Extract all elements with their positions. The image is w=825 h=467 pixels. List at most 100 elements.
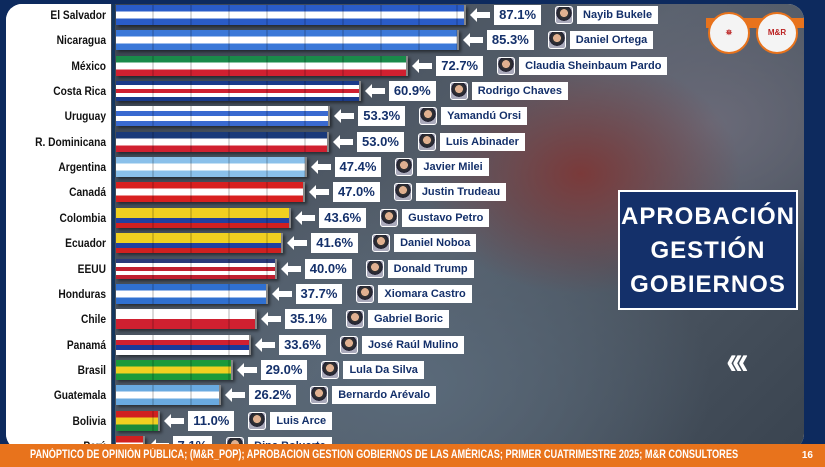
leader-name: Javier Milei <box>417 158 489 177</box>
leader-name: Yamandú Orsi <box>441 107 528 126</box>
leader-photo <box>248 411 267 430</box>
arrow-left-icon <box>310 160 331 175</box>
bar-row: EEUU 40.0% Donald Trump <box>6 258 804 280</box>
leader-photo <box>417 132 436 151</box>
bar-row: Argentina 47.4% Javier Milei <box>6 156 804 178</box>
leader-name: Xiomara Castro <box>378 284 472 303</box>
bar <box>116 182 305 203</box>
leader-name: José Raúl Mulino <box>361 335 465 354</box>
bar <box>116 233 284 254</box>
value-label: 72.7% <box>436 55 484 76</box>
leader-name: Nayib Bukele <box>577 6 659 24</box>
leader-name: Daniel Noboa <box>394 234 477 253</box>
leader-photo <box>395 158 414 177</box>
leader-photo <box>449 82 468 101</box>
value-label: 60.9% <box>388 81 436 102</box>
leader-name: Luis Arce <box>270 411 333 430</box>
country-label: EEUU <box>77 261 106 276</box>
bar <box>116 157 307 178</box>
leader-photo <box>380 208 399 227</box>
leader-name: Claudia Sheinbaum Pardo <box>519 56 668 75</box>
bar-row: Colombia 43.6% Gustavo Petro <box>6 207 804 229</box>
bar <box>116 106 331 127</box>
country-label: Argentina <box>58 160 106 175</box>
leader-name: Donald Trump <box>387 259 474 278</box>
bar <box>116 207 292 228</box>
bar <box>116 258 277 279</box>
bar <box>116 81 361 102</box>
leader-name: Rodrigo Chaves <box>471 82 569 101</box>
leader-photo <box>497 56 516 75</box>
bar-row: Ecuador 41.6% Daniel Noboa <box>6 232 804 254</box>
bar-row: El Salvador 87.1% Nayib Bukele <box>6 4 804 26</box>
arrow-left-icon <box>271 286 292 301</box>
title-line: APROBACIÓN <box>620 203 795 230</box>
leader-name: Bernardo Arévalo <box>332 386 437 405</box>
value-label: 85.3% <box>486 30 534 51</box>
arrow-left-icon <box>364 84 385 99</box>
panoptico-logo: ⛯ <box>708 12 750 54</box>
value-label: 33.6% <box>279 334 326 355</box>
bar-row: Honduras 37.7% Xiomara Castro <box>6 283 804 305</box>
page-number: 16 <box>801 450 813 461</box>
value-label: 43.6% <box>319 207 367 228</box>
bar-row: Costa Rica 60.9% Rodrigo Chaves <box>6 80 804 102</box>
arrow-left-icon <box>412 58 433 73</box>
bar <box>116 309 258 330</box>
bar-row: Nicaragua 85.3% Daniel Ortega <box>6 29 804 51</box>
arrow-left-icon <box>334 109 355 124</box>
value-label: 47.4% <box>334 157 382 178</box>
value-label: 87.1% <box>494 5 542 25</box>
leader-photo <box>356 284 375 303</box>
bar <box>116 131 330 152</box>
country-label: México <box>71 58 106 73</box>
country-label: Colombia <box>59 210 106 225</box>
leader-photo <box>372 234 391 253</box>
bar-row: Brasil 29.0% Lula Da Silva <box>6 359 804 381</box>
bar <box>116 283 268 304</box>
value-label: 35.1% <box>285 309 332 330</box>
bar-row: Chile 35.1% Gabriel Boric <box>6 308 804 330</box>
leader-name: Lula Da Silva <box>343 360 424 379</box>
triple-chevron-left-icon: ‹‹‹ <box>726 339 748 383</box>
arrow-left-icon <box>295 210 316 225</box>
value-label: 40.0% <box>304 258 352 279</box>
leader-photo <box>393 183 412 202</box>
arrow-left-icon <box>255 337 276 352</box>
arrow-left-icon <box>470 8 491 22</box>
title-box: APROBACIÓN GESTIÓN GOBIERNOS <box>618 190 798 310</box>
bar-row: Bolivia 11.0% Luis Arce <box>6 410 804 432</box>
arrow-left-icon <box>280 261 301 276</box>
value-label: 53.0% <box>357 131 404 152</box>
arrow-left-icon <box>261 312 282 327</box>
country-label: Guatemala <box>53 388 106 403</box>
country-label: El Salvador <box>50 8 106 22</box>
arrow-left-icon <box>225 388 246 403</box>
value-label: 11.0% <box>188 410 235 431</box>
bar <box>116 334 252 355</box>
leader-photo <box>547 31 566 50</box>
leader-photo <box>345 310 364 329</box>
leader-name: Luis Abinader <box>439 132 525 151</box>
leader-name: Justin Trudeau <box>415 183 507 202</box>
bar-row: México 72.7% Claudia Sheinbaum Pardo <box>6 55 804 77</box>
value-label: 41.6% <box>311 233 359 254</box>
title-line: GESTIÓN <box>650 237 766 264</box>
arrow-left-icon <box>164 413 185 428</box>
leader-photo <box>321 360 340 379</box>
leader-photo <box>365 259 384 278</box>
leader-name: Daniel Ortega <box>569 31 654 50</box>
leader-photo <box>339 335 358 354</box>
country-label: Costa Rica <box>53 84 106 99</box>
bar-row: Canadá 47.0% Justin Trudeau <box>6 181 804 203</box>
arrow-left-icon <box>287 236 308 251</box>
bar <box>116 410 161 431</box>
bar <box>116 30 459 51</box>
bar-row: Guatemala 26.2% Bernardo Arévalo <box>6 384 804 406</box>
title-line: GOBIERNOS <box>630 271 786 298</box>
value-label: 37.7% <box>295 283 343 304</box>
value-label: 26.2% <box>249 385 297 406</box>
mr-esomar-logo: M&R <box>756 12 798 54</box>
slide-panel: El Salvador 87.1% Nayib Bukele Nicaragua… <box>6 4 804 450</box>
leader-photo <box>310 386 329 405</box>
